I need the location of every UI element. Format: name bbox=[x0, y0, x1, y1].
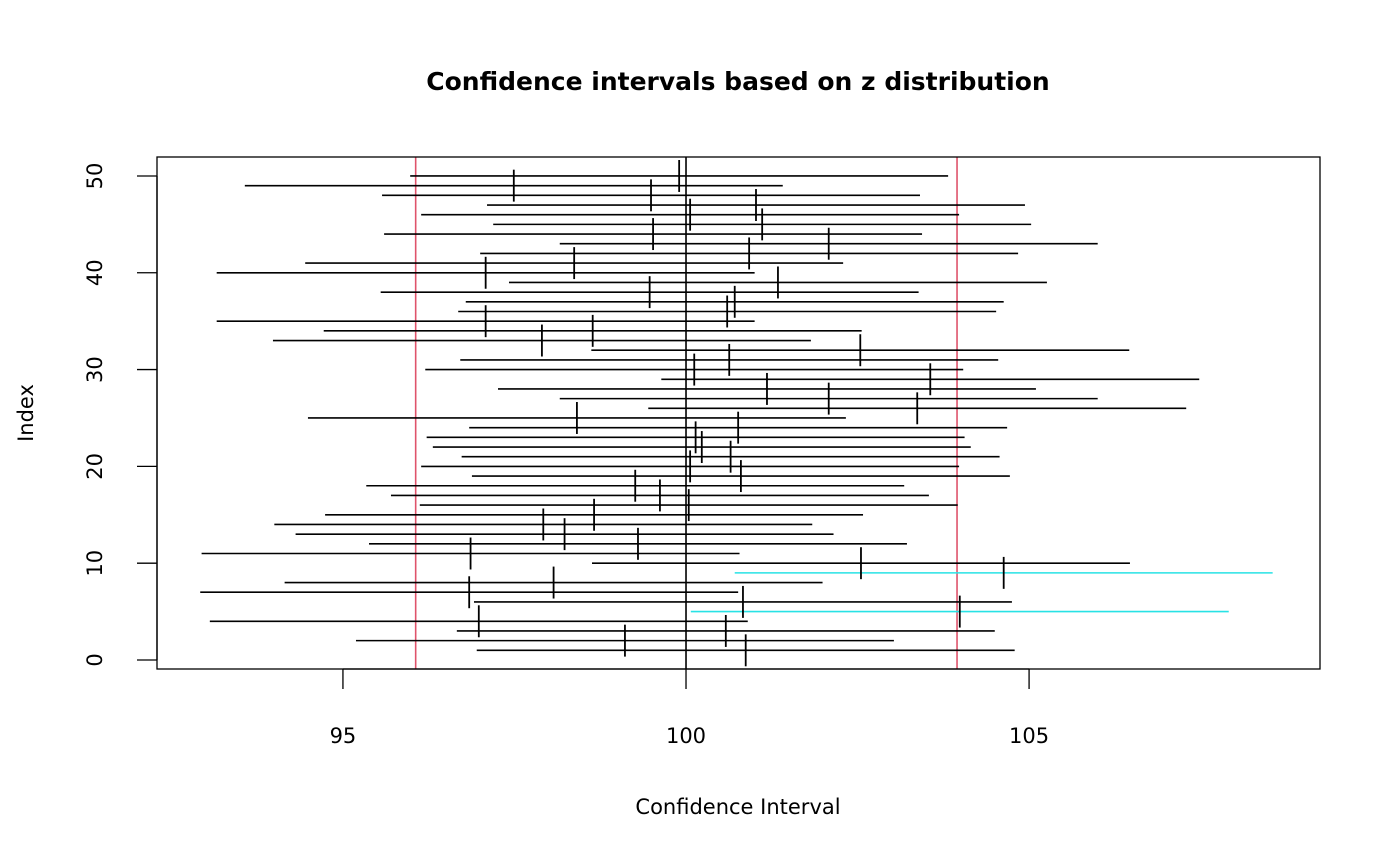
plot-frame bbox=[156, 156, 1321, 670]
y-tick-label: 0 bbox=[83, 653, 107, 666]
y-tick-label: 30 bbox=[83, 356, 107, 383]
y-tick-label: 50 bbox=[83, 163, 107, 190]
y-axis-label: Index bbox=[14, 384, 38, 442]
y-tick-label: 40 bbox=[83, 259, 107, 286]
y-tick-label: 20 bbox=[83, 453, 107, 480]
x-tick-label: 105 bbox=[1009, 724, 1049, 748]
x-tick-label: 100 bbox=[666, 724, 706, 748]
x-tick-label: 95 bbox=[330, 724, 357, 748]
chart-title: Confidence intervals based on z distribu… bbox=[426, 67, 1049, 96]
y-tick-label: 10 bbox=[83, 550, 107, 577]
x-axis-label: Confidence Interval bbox=[635, 795, 840, 819]
